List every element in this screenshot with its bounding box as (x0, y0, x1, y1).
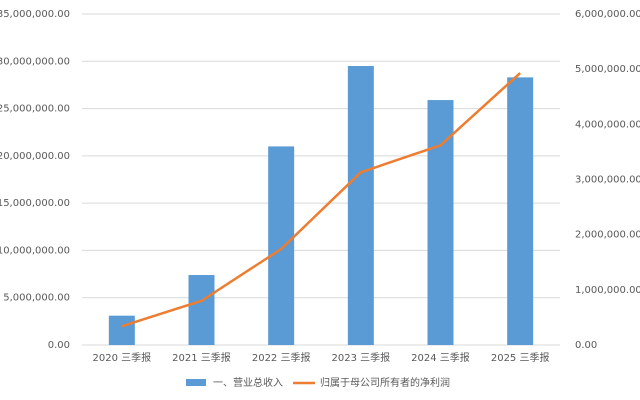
bar (268, 146, 295, 345)
bar (188, 275, 215, 345)
y2-tick-label: 3,000,000.00 (575, 175, 640, 186)
legend-label: 一、营业总收入 (213, 376, 283, 389)
y-tick-label: 5,000,000.00 (3, 293, 70, 304)
legend-swatch (186, 379, 206, 386)
y-tick-label: 10,000,000.00 (0, 245, 70, 256)
y2-tick-label: 2,000,000.00 (575, 230, 640, 241)
x-tick-label: 2025 三季报 (491, 351, 550, 364)
y2-tick-label: 6,000,000.00 (575, 9, 640, 20)
bar (108, 315, 135, 345)
x-tick-label: 2023 三季报 (332, 351, 391, 364)
x-tick-label: 2022 三季报 (252, 351, 311, 364)
y2-tick-label: 4,000,000.00 (575, 119, 640, 130)
bar (507, 77, 534, 345)
y-tick-label: 30,000,000.00 (0, 56, 70, 67)
x-tick-label: 2024 三季报 (411, 351, 470, 364)
y-tick-label: 0.00 (48, 340, 70, 351)
y-tick-label: 20,000,000.00 (0, 151, 70, 162)
bar (427, 100, 454, 345)
y-tick-label: 35,000,000.00 (0, 9, 70, 20)
y2-tick-label: 1,000,000.00 (575, 285, 640, 296)
x-tick-label: 2021 三季报 (172, 351, 231, 364)
y2-tick-label: 0.00 (575, 340, 597, 351)
x-tick-label: 2020 三季报 (93, 351, 152, 364)
y-tick-label: 25,000,000.00 (0, 104, 70, 115)
y-tick-label: 15,000,000.00 (0, 198, 70, 209)
legend-label: 归属于母公司所有者的净利润 (320, 376, 450, 389)
bar (347, 66, 374, 345)
y2-tick-label: 5,000,000.00 (575, 64, 640, 75)
line (121, 72, 522, 328)
